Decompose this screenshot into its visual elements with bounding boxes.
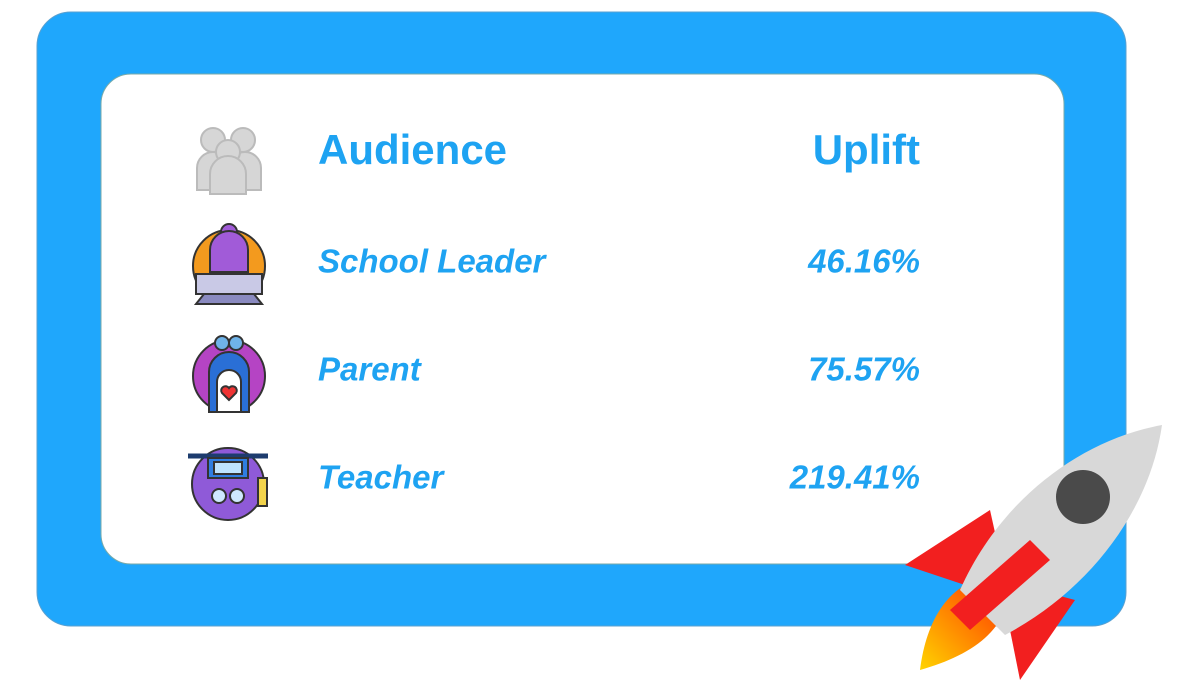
teacher-icon [188,447,268,521]
uplift-value: 46.16% [807,243,920,280]
rocket [905,425,1162,680]
school-leader-icon [192,223,266,305]
column-header: Uplift [813,126,920,173]
audience-label: School Leader [318,243,548,280]
audience-icon [196,127,262,195]
audience-label: Teacher [318,459,446,496]
audience-label: Parent [318,351,423,388]
uplift-value: 75.57% [808,351,920,388]
parent-icon [192,335,266,413]
inner-panel [100,73,1065,565]
uplift-value: 219.41% [789,459,920,496]
column-header: Audience [318,126,507,173]
